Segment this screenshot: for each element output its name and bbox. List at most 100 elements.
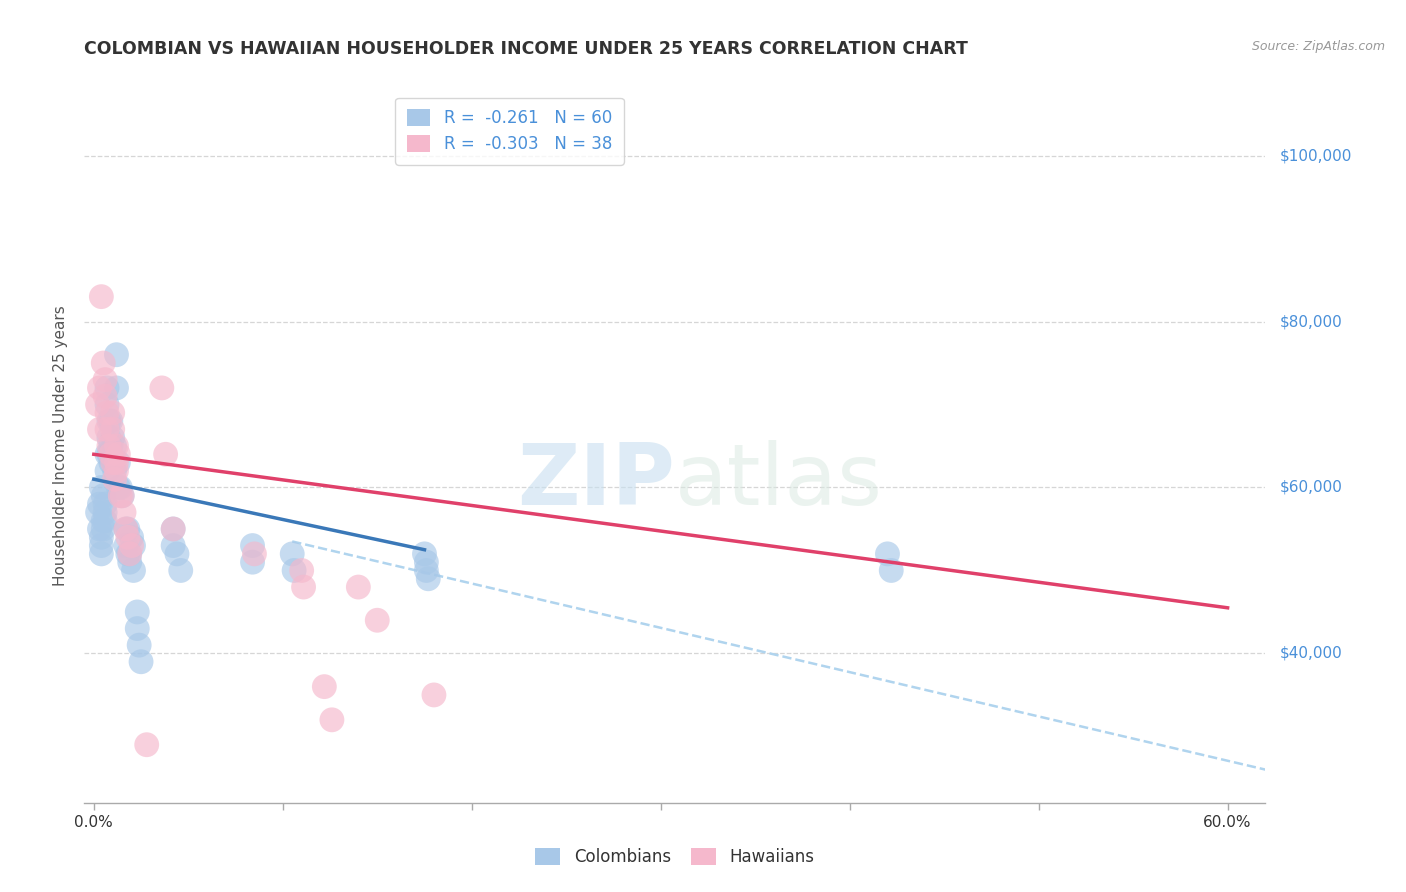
Text: $80,000: $80,000: [1279, 314, 1343, 329]
Point: [111, 489, 134, 503]
Point: [314, 680, 336, 694]
Point: [423, 688, 446, 702]
Point: [100, 439, 122, 453]
Point: [876, 547, 898, 561]
Text: COLOMBIAN VS HAWAIIAN HOUSEHOLDER INCOME UNDER 25 YEARS CORRELATION CHART: COLOMBIAN VS HAWAIIAN HOUSEHOLDER INCOME…: [84, 40, 969, 58]
Point: [90, 539, 112, 553]
Legend: Colombians, Hawaiians: Colombians, Hawaiians: [529, 841, 821, 873]
Point: [100, 447, 122, 461]
Point: [97, 439, 120, 453]
Point: [118, 555, 141, 569]
Y-axis label: Householder Income Under 25 years: Householder Income Under 25 years: [53, 306, 69, 586]
Point: [104, 464, 127, 478]
Point: [94, 497, 117, 511]
Text: Source: ZipAtlas.com: Source: ZipAtlas.com: [1251, 40, 1385, 54]
Point: [117, 522, 139, 536]
Point: [122, 564, 145, 578]
Point: [118, 547, 141, 561]
Point: [415, 555, 437, 569]
Point: [243, 547, 266, 561]
Point: [101, 431, 124, 445]
Point: [91, 356, 114, 370]
Point: [166, 547, 188, 561]
Point: [129, 655, 152, 669]
Point: [89, 381, 111, 395]
Point: [281, 547, 304, 561]
Point: [96, 464, 118, 478]
Point: [105, 456, 128, 470]
Point: [117, 530, 139, 544]
Point: [90, 290, 112, 304]
Point: [366, 613, 388, 627]
Point: [121, 539, 143, 553]
Point: [418, 572, 440, 586]
Point: [283, 564, 305, 578]
Point: [150, 381, 173, 395]
Point: [104, 472, 127, 486]
Point: [91, 514, 114, 528]
Point: [91, 522, 114, 536]
Point: [118, 547, 141, 561]
Point: [107, 447, 129, 461]
Point: [292, 580, 315, 594]
Point: [101, 456, 124, 470]
Text: $100,000: $100,000: [1279, 148, 1351, 163]
Point: [89, 422, 111, 436]
Point: [112, 505, 135, 519]
Point: [105, 381, 128, 395]
Point: [94, 514, 117, 528]
Point: [97, 447, 120, 461]
Point: [89, 497, 111, 511]
Point: [242, 555, 264, 569]
Point: [101, 406, 124, 420]
Point: [97, 431, 120, 445]
Point: [115, 539, 138, 553]
Point: [107, 481, 129, 495]
Point: [94, 505, 117, 519]
Text: ZIP: ZIP: [517, 440, 675, 524]
Point: [97, 414, 120, 428]
Point: [121, 530, 143, 544]
Point: [105, 464, 128, 478]
Point: [94, 373, 117, 387]
Point: [115, 522, 138, 536]
Point: [162, 539, 184, 553]
Point: [413, 547, 436, 561]
Point: [96, 381, 118, 395]
Point: [104, 439, 127, 453]
Point: [105, 348, 128, 362]
Point: [100, 456, 122, 470]
Point: [135, 738, 157, 752]
Point: [162, 522, 184, 536]
Point: [880, 564, 903, 578]
Point: [321, 713, 343, 727]
Point: [94, 389, 117, 403]
Point: [96, 397, 118, 411]
Point: [90, 547, 112, 561]
Point: [110, 481, 132, 495]
Point: [100, 414, 122, 428]
Point: [110, 489, 132, 503]
Point: [90, 530, 112, 544]
Point: [96, 447, 118, 461]
Point: [127, 622, 149, 636]
Point: [415, 564, 437, 578]
Point: [105, 439, 128, 453]
Point: [96, 406, 118, 420]
Point: [89, 522, 111, 536]
Text: atlas: atlas: [675, 440, 883, 524]
Point: [91, 489, 114, 503]
Point: [101, 456, 124, 470]
Point: [101, 422, 124, 436]
Text: $40,000: $40,000: [1279, 646, 1343, 661]
Point: [107, 456, 129, 470]
Point: [115, 522, 138, 536]
Point: [155, 447, 177, 461]
Point: [128, 638, 150, 652]
Point: [122, 539, 145, 553]
Point: [291, 564, 314, 578]
Point: [111, 489, 134, 503]
Point: [170, 564, 193, 578]
Text: $60,000: $60,000: [1279, 480, 1343, 495]
Point: [117, 547, 139, 561]
